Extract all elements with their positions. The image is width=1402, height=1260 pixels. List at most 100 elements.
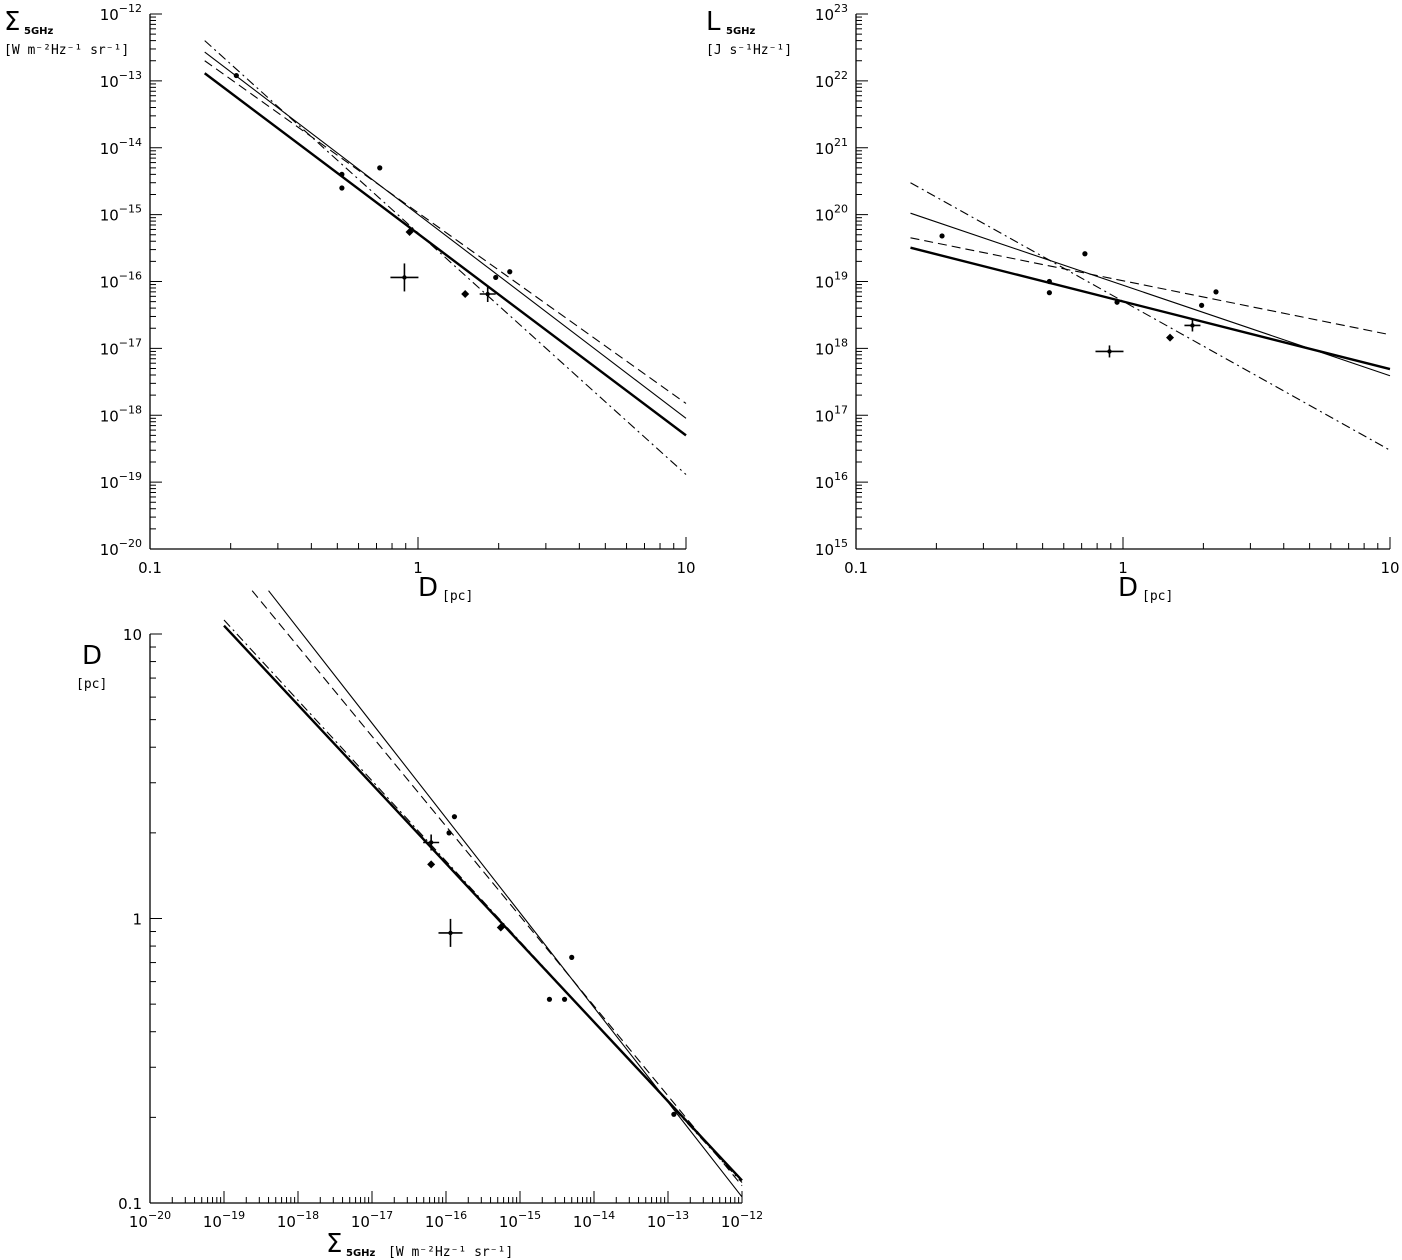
- x-tick-label-base: 10: [425, 1213, 444, 1231]
- fit-line-dashdot: [223, 619, 743, 1183]
- y-tick-label-base: 10: [815, 541, 834, 559]
- y-tick-label: 1018: [815, 336, 848, 358]
- x-tick-label: 10−15: [499, 1209, 541, 1231]
- data-point: [493, 274, 499, 281]
- y-tick-label: 1023: [815, 2, 848, 24]
- x-tick-label-base: 10: [203, 1213, 222, 1231]
- y-tick-label-base: 10: [815, 274, 834, 292]
- x-tick-label-exponent: −19: [222, 1209, 245, 1222]
- x-axis-label-unit: [W m⁻²Hz⁻¹ sr⁻¹]: [388, 1245, 513, 1260]
- x-tick-label-exponent: −13: [666, 1209, 689, 1222]
- y-tick-label-base: 10: [100, 73, 119, 91]
- y-axis-label-subscript: 5GHz: [726, 26, 756, 37]
- data-point-diamond: [1166, 333, 1175, 342]
- y-axis-label-symbol: D: [82, 641, 102, 671]
- x-tick-label: 1: [1118, 559, 1128, 577]
- data-point-errorbar: [390, 263, 419, 292]
- data-point: [233, 72, 239, 79]
- y-tick-label-exponent: −20: [119, 537, 142, 550]
- data-point-diamond: [496, 923, 505, 932]
- x-axis-label-symbol: D: [1118, 573, 1138, 603]
- x-tick-label-exponent: −12: [740, 1209, 763, 1222]
- panel-sigma-vs-d: 0.1 1 1010−2010−1910−1810−1710−1610−1510−1…: [4, 2, 696, 604]
- x-tick-label-base: 10: [277, 1213, 296, 1231]
- x-tick-label-base: 10: [573, 1213, 592, 1231]
- fit-line-dashed: [251, 590, 743, 1187]
- fit-line-thick: [203, 72, 687, 437]
- y-tick-label-exponent: −18: [119, 403, 142, 416]
- y-tick-label: 10−20: [100, 537, 142, 559]
- y-tick-label: 10−15: [100, 203, 142, 225]
- y-tick-label-exponent: −17: [119, 336, 142, 349]
- y-tick-label-exponent: −12: [119, 2, 142, 15]
- y-tick-label-base: 10: [100, 140, 119, 158]
- y-axis-label-unit: [W m⁻²Hz⁻¹ sr⁻¹]: [4, 43, 129, 58]
- y-tick-label: 1019: [815, 270, 848, 292]
- data-point-errorbar: [1095, 345, 1124, 358]
- x-axis-label: D [pc]: [1118, 573, 1173, 604]
- data-point-errorbar: [1184, 319, 1201, 332]
- y-tick-label-exponent: 15: [834, 537, 848, 550]
- y-tick-label-base: 10: [100, 340, 119, 358]
- data-point: [1213, 289, 1219, 295]
- x-tick-label: 10−18: [277, 1209, 319, 1231]
- y-axis-label: Σ 5GHz [W m⁻²Hz⁻¹ sr⁻¹]: [4, 7, 129, 58]
- data-point: [569, 954, 575, 960]
- y-tick-label: 1: [132, 911, 142, 929]
- x-tick-label: 10: [676, 559, 695, 577]
- y-tick-label: 1020: [815, 203, 848, 225]
- y-tick-label: 10−13: [100, 69, 142, 91]
- y-axis-label: L 5GHz [J s⁻¹Hz⁻¹]: [706, 7, 792, 58]
- y-axis-label-symbol: L: [706, 7, 721, 37]
- fit-line-thin: [910, 212, 1391, 377]
- y-tick-label: 10−14: [100, 136, 142, 158]
- y-tick-label-base: 10: [815, 140, 834, 158]
- y-tick-label: 1017: [815, 403, 848, 425]
- x-tick-label-exponent: −14: [592, 1209, 615, 1222]
- x-tick-label-base: 10: [647, 1213, 666, 1231]
- x-tick-label-base: 10: [499, 1213, 518, 1231]
- data-point-errorbar: [479, 286, 496, 303]
- y-tick-label-exponent: 18: [834, 336, 848, 349]
- y-tick-label-base: 10: [100, 474, 119, 492]
- data-point: [1046, 290, 1052, 296]
- y-tick-label-exponent: 21: [834, 136, 848, 149]
- x-tick-label-exponent: −20: [148, 1209, 171, 1222]
- y-tick-label: 10−17: [100, 336, 142, 358]
- data-point: [546, 996, 553, 1002]
- y-tick-label-base: 10: [100, 274, 119, 292]
- y-tick-label-exponent: 16: [834, 470, 848, 483]
- x-axis-label-subscript: 5GHz: [346, 1248, 376, 1259]
- y-tick-label-base: 10: [100, 541, 119, 559]
- data-point: [507, 269, 513, 275]
- data-point: [339, 171, 345, 177]
- x-tick-label: 10−17: [351, 1209, 393, 1231]
- y-tick-label: 10−19: [100, 470, 142, 492]
- x-tick-label-base: 10: [129, 1213, 148, 1231]
- y-tick-label-exponent: 19: [834, 270, 848, 283]
- y-tick-label: 10−16: [100, 270, 142, 292]
- data-point: [1114, 299, 1120, 305]
- y-tick-label-base: 10: [100, 407, 119, 425]
- x-tick-label-base: 10: [351, 1213, 370, 1231]
- data-point: [451, 814, 458, 820]
- y-tick-label-base: 10: [815, 6, 834, 24]
- data-point: [671, 1111, 677, 1117]
- fit-line-dashed: [910, 237, 1391, 336]
- fit-line-thin: [204, 51, 687, 419]
- y-tick-label: 1015: [815, 537, 848, 559]
- x-tick-label-exponent: −17: [370, 1209, 393, 1222]
- x-axis-label-unit: [pc]: [442, 589, 473, 604]
- data-point: [939, 233, 945, 239]
- data-point: [339, 185, 345, 191]
- x-tick-label: 10−13: [647, 1209, 689, 1231]
- y-tick-label-base: 10: [100, 207, 119, 225]
- y-tick-label-exponent: 20: [834, 203, 848, 216]
- fit-line-dashdot: [910, 182, 1391, 451]
- y-axis-label-unit: [pc]: [76, 677, 107, 692]
- data-point-errorbar: [423, 834, 440, 851]
- x-tick-label-exponent: −18: [296, 1209, 319, 1222]
- y-tick-label-exponent: −14: [119, 136, 142, 149]
- x-tick-label-base: 10: [721, 1213, 740, 1231]
